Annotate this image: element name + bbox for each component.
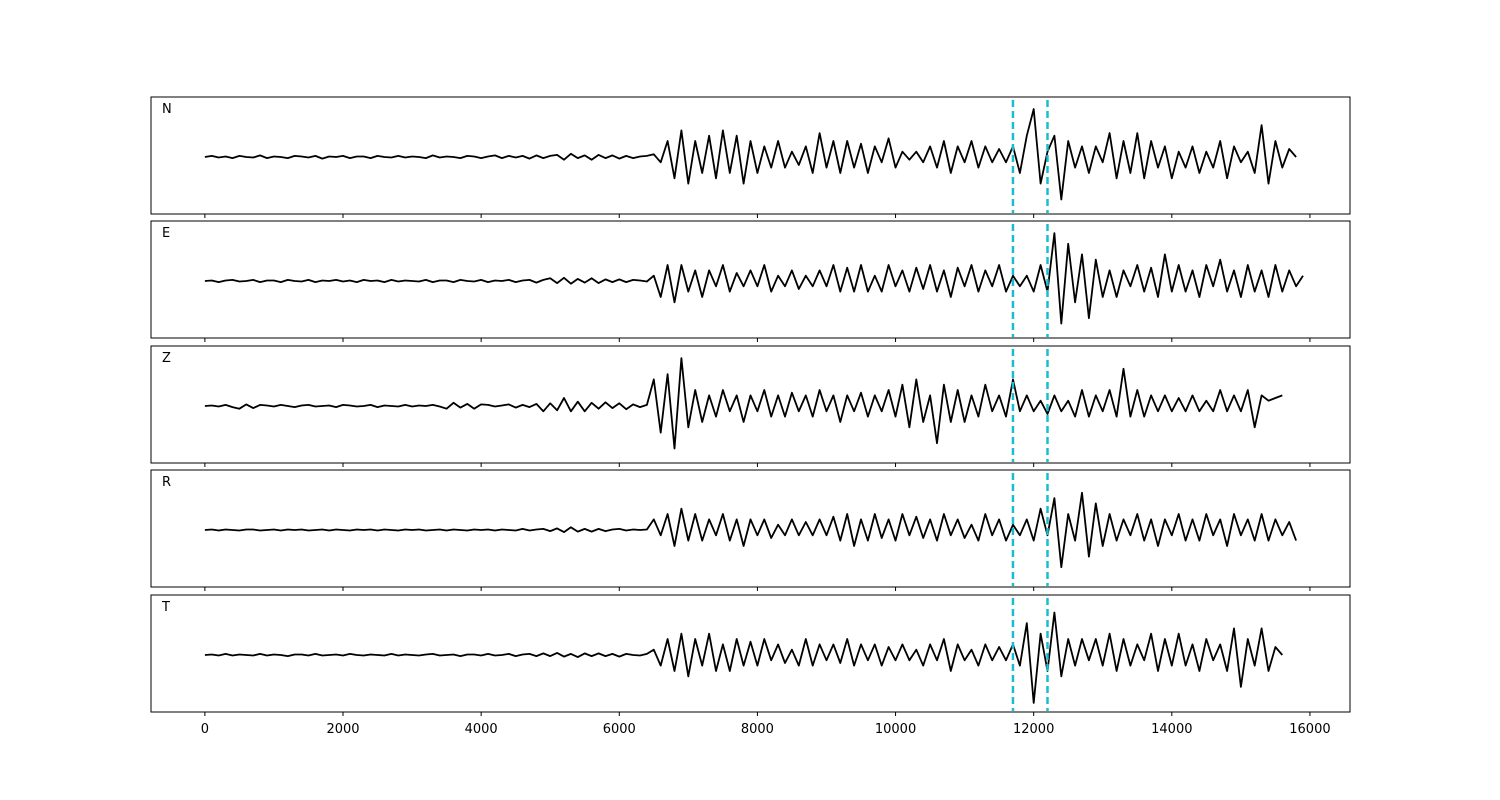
panel-t: T [150, 594, 1351, 716]
panel-frame [150, 220, 1351, 339]
x-tick-label: 12000 [1013, 722, 1054, 737]
x-tick-label: 4000 [465, 722, 498, 737]
trace-z [204, 357, 1283, 450]
x-tick-label: 2000 [326, 722, 359, 737]
x-tick-label: 10000 [875, 722, 916, 737]
panel-frame [150, 469, 1351, 588]
x-tick-label: 14000 [1151, 722, 1192, 737]
x-axis: 0 2000 4000 6000 8000 10000 12000 14000 16000 [201, 722, 1331, 737]
panel-z: Z [150, 345, 1351, 467]
panel-label: T [161, 600, 170, 615]
trace-n [204, 108, 1297, 201]
trace-r [204, 491, 1297, 569]
x-tick-label: 0 [201, 722, 209, 737]
x-tick-label: 16000 [1289, 722, 1330, 737]
panel-frame [150, 96, 1351, 215]
x-tick-label: 6000 [603, 722, 636, 737]
panel-label: N [162, 102, 172, 117]
panel-e: E [150, 220, 1351, 342]
panel-frame [150, 594, 1351, 713]
panel-label: R [162, 475, 171, 490]
panel-frame [150, 345, 1351, 464]
panel-r: R [150, 469, 1351, 591]
panel-n: N [150, 96, 1351, 218]
x-tick-label: 8000 [741, 722, 774, 737]
trace-e [204, 232, 1304, 325]
panel-label: E [162, 226, 170, 241]
panel-label: Z [162, 351, 171, 366]
trace-t [204, 611, 1283, 704]
